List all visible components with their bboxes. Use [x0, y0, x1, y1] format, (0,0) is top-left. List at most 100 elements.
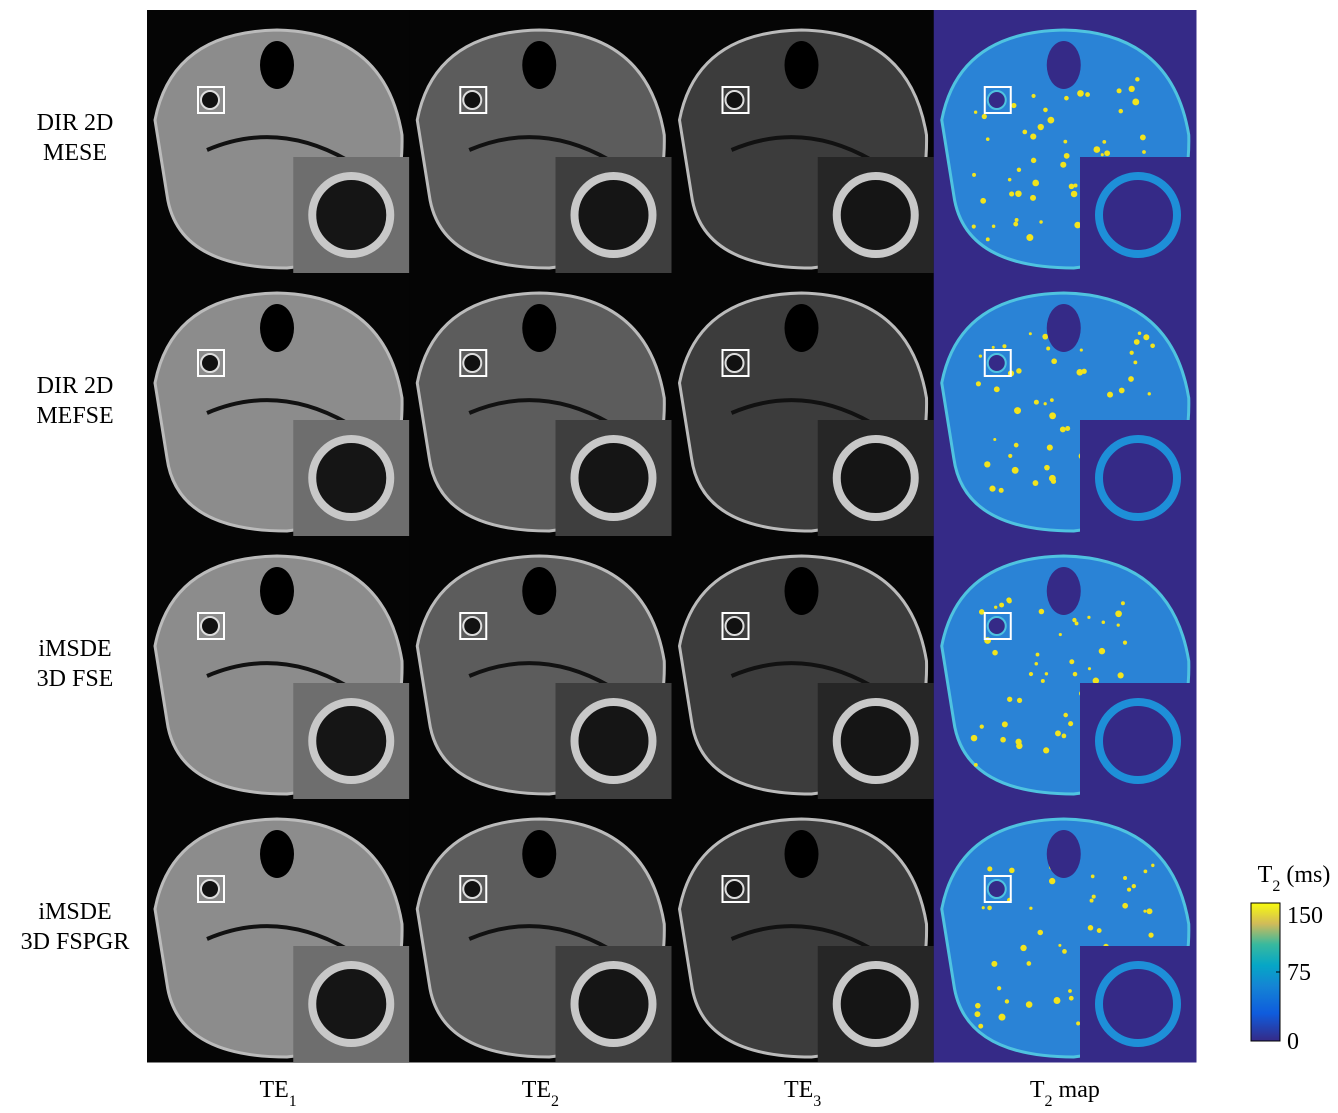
column-label-sub: 2: [1045, 1093, 1053, 1110]
map-speckle: [1068, 989, 1072, 993]
colorbar-tick-label: 150: [1287, 903, 1323, 929]
map-speckle: [1002, 721, 1008, 727]
map-speckle: [999, 488, 1004, 493]
map-speckle: [997, 986, 1001, 990]
map-speckle: [1026, 234, 1033, 241]
zoom-ring: [312, 176, 390, 254]
map-speckle: [1144, 869, 1148, 873]
map-speckle: [1142, 150, 1146, 154]
map-speckle: [1143, 334, 1149, 340]
map-speckle: [984, 461, 990, 467]
map-speckle: [1041, 679, 1045, 683]
colorbar-tick-label: 0: [1287, 1029, 1299, 1055]
map-speckle: [1029, 907, 1032, 910]
trachea: [785, 830, 819, 878]
zoom-ring: [312, 439, 390, 517]
map-speckle: [992, 224, 996, 228]
map-speckle: [1029, 672, 1033, 676]
map-speckle: [1030, 195, 1036, 201]
map-speckle: [1081, 369, 1086, 374]
map-speckle: [1091, 875, 1095, 879]
map-speckle: [1016, 743, 1022, 749]
map-speckle: [1151, 864, 1154, 867]
column-label: T2 map: [1030, 1077, 1100, 1110]
map-speckle: [982, 906, 985, 909]
map-speckle: [1140, 135, 1146, 141]
map-speckle: [1104, 150, 1110, 156]
vessel: [201, 354, 219, 372]
vessel: [988, 91, 1006, 109]
column-label-base: TE: [259, 1077, 288, 1103]
map-speckle: [1032, 180, 1039, 187]
map-speckle: [1062, 734, 1067, 739]
map-speckle: [1013, 222, 1018, 227]
column-label-sub: 1: [289, 1093, 297, 1110]
map-speckle: [1115, 610, 1122, 617]
vessel: [988, 354, 1006, 372]
colorbar: [1251, 903, 1280, 1041]
trachea: [522, 304, 556, 352]
map-speckle: [1039, 609, 1045, 615]
map-speckle: [1132, 99, 1139, 106]
colorbar-title: T2 (ms): [1258, 862, 1331, 895]
map-speckle: [1048, 117, 1055, 124]
column-label-base: T: [1030, 1077, 1045, 1103]
map-speckle: [1017, 698, 1022, 703]
map-speckle: [1123, 641, 1127, 645]
map-speckle: [1016, 368, 1021, 373]
map-speckle: [1068, 721, 1073, 726]
vessel: [463, 354, 481, 372]
vessel: [988, 617, 1006, 635]
zoom-ring: [575, 439, 653, 517]
map-speckle: [1044, 465, 1050, 471]
row-label: MEFSE: [36, 403, 113, 429]
map-speckle: [987, 866, 992, 871]
map-speckle: [1102, 140, 1106, 144]
trachea: [260, 830, 294, 878]
map-speckle: [1026, 1001, 1033, 1008]
map-speckle: [1134, 339, 1140, 345]
map-speckle: [986, 237, 990, 241]
colorbar-title-rest: (ms): [1280, 862, 1330, 888]
map-speckle: [1069, 659, 1074, 664]
map-speckle: [972, 224, 976, 228]
map-speckle: [1138, 331, 1142, 335]
map-speckle: [1075, 622, 1079, 626]
map-speckle: [1009, 191, 1014, 196]
zoom-ring: [837, 965, 915, 1043]
trachea: [260, 567, 294, 615]
trachea: [522, 41, 556, 89]
zoom-ring: [312, 965, 390, 1043]
map-speckle: [1047, 444, 1053, 450]
map-speckle: [974, 111, 977, 114]
map-speckle: [1143, 910, 1146, 913]
vessel: [726, 354, 744, 372]
zoom-ring: [575, 965, 653, 1043]
image-grid: [147, 10, 1197, 1063]
map-speckle: [1073, 183, 1077, 187]
map-speckle: [1008, 454, 1012, 458]
map-speckle: [1127, 888, 1131, 892]
map-speckle: [1087, 616, 1090, 619]
colorbar-tick-label: 75: [1287, 960, 1311, 986]
map-speckle: [979, 354, 982, 357]
trachea: [260, 304, 294, 352]
map-speckle: [1039, 220, 1042, 223]
map-speckle: [1012, 467, 1019, 474]
map-speckle: [1055, 730, 1061, 736]
map-speckle: [1117, 88, 1122, 93]
map-speckle: [992, 346, 995, 349]
column-label-sub: 2: [551, 1093, 559, 1110]
map-speckle: [1000, 737, 1006, 743]
vessel: [988, 880, 1006, 898]
map-speckle: [1015, 218, 1019, 222]
vessel: [201, 880, 219, 898]
row-label: DIR 2D: [37, 373, 114, 399]
map-speckle: [1092, 895, 1096, 899]
map-speckle: [1135, 77, 1139, 81]
map-speckle: [1050, 398, 1054, 402]
map-speckle: [1069, 996, 1074, 1001]
map-speckle: [992, 650, 998, 656]
map-speckle: [987, 906, 992, 911]
map-speckle: [1031, 94, 1035, 98]
